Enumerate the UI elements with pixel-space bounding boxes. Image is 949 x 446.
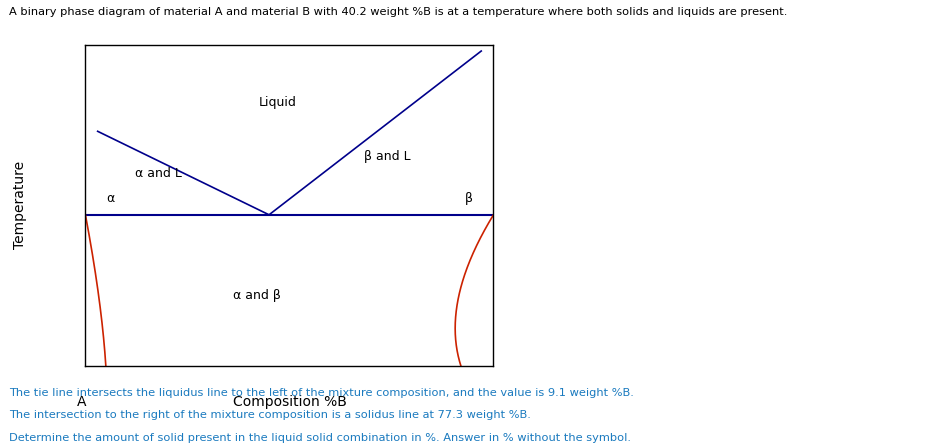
- Text: Composition %B: Composition %B: [233, 395, 346, 409]
- Text: A binary phase diagram of material A and material B with 40.2 weight %B is at a : A binary phase diagram of material A and…: [9, 7, 788, 17]
- Text: Liquid: Liquid: [258, 96, 296, 109]
- Text: α: α: [105, 192, 114, 205]
- Text: β: β: [465, 192, 473, 205]
- Text: The tie line intersects the liquidus line to the left of the mixture composition: The tie line intersects the liquidus lin…: [9, 388, 634, 398]
- Text: A: A: [77, 395, 86, 409]
- Text: Temperature: Temperature: [13, 161, 28, 249]
- Text: α and β: α and β: [233, 289, 281, 301]
- Text: β and L: β and L: [364, 150, 411, 164]
- Text: The intersection to the right of the mixture composition is a solidus line at 77: The intersection to the right of the mix…: [9, 410, 531, 420]
- Text: Determine the amount of solid present in the liquid solid combination in %. Answ: Determine the amount of solid present in…: [9, 433, 631, 442]
- Text: α and L: α and L: [136, 166, 182, 180]
